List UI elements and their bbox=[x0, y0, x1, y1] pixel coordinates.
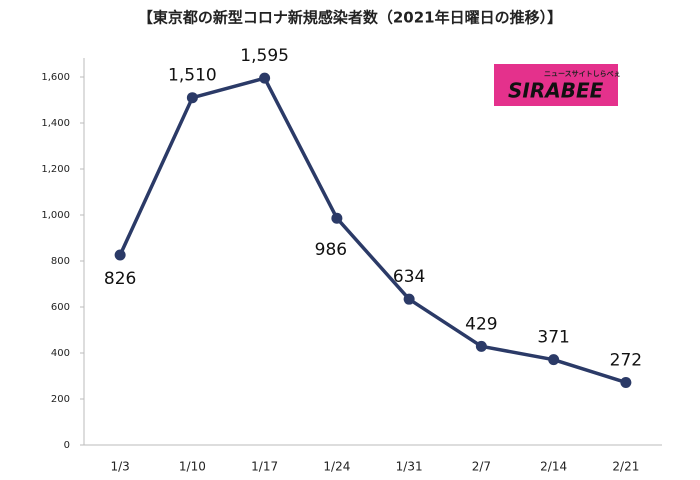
logo-background bbox=[494, 64, 618, 106]
value-label: 986 bbox=[315, 240, 347, 260]
line bbox=[118, 76, 627, 385]
logo-name: SIRABEE bbox=[508, 79, 604, 103]
x-tick-label: 2/21 bbox=[612, 460, 639, 474]
point bbox=[259, 72, 271, 84]
value-label: 1,595 bbox=[240, 46, 289, 66]
y-tick-label: 1,200 bbox=[41, 164, 70, 175]
logo: ニュースサイトしらべぇ SIRABEE bbox=[494, 64, 621, 106]
x-tick-label: 1/24 bbox=[323, 460, 350, 474]
y-tick-label: 800 bbox=[51, 256, 70, 267]
value-label: 429 bbox=[465, 314, 497, 334]
point bbox=[548, 354, 560, 366]
point bbox=[331, 212, 343, 224]
y-tick-label: 600 bbox=[51, 302, 70, 313]
point bbox=[114, 249, 126, 261]
point bbox=[475, 340, 487, 352]
x-tick-label: 2/14 bbox=[540, 460, 567, 474]
point bbox=[186, 92, 198, 104]
y-tick-label: 1,000 bbox=[41, 210, 70, 221]
chart-title: 【東京都の新型コロナ新規感染者数（2021年日曜日の推移）】 bbox=[138, 9, 562, 27]
value-label: 634 bbox=[393, 267, 425, 287]
x-tick-label: 1/31 bbox=[396, 460, 423, 474]
value-label: 1,510 bbox=[168, 66, 217, 86]
point bbox=[620, 376, 632, 388]
y-tick-label: 0 bbox=[64, 440, 70, 451]
x-tick-label: 1/3 bbox=[110, 460, 129, 474]
y-tick-label: 400 bbox=[51, 348, 70, 359]
point bbox=[403, 293, 415, 305]
x-tick-label: 1/17 bbox=[251, 460, 278, 474]
y-tick-label: 1,400 bbox=[41, 118, 70, 129]
y-tick-label: 1,600 bbox=[41, 72, 70, 83]
value-label: 272 bbox=[610, 350, 642, 370]
x-tick-label: 1/10 bbox=[179, 460, 206, 474]
value-label: 371 bbox=[537, 328, 569, 348]
y-tick-label: 200 bbox=[51, 394, 70, 405]
value-label: 826 bbox=[104, 269, 136, 289]
x-tick-label: 2/7 bbox=[472, 460, 491, 474]
logo-tagline: ニュースサイトしらべぇ bbox=[544, 70, 621, 78]
